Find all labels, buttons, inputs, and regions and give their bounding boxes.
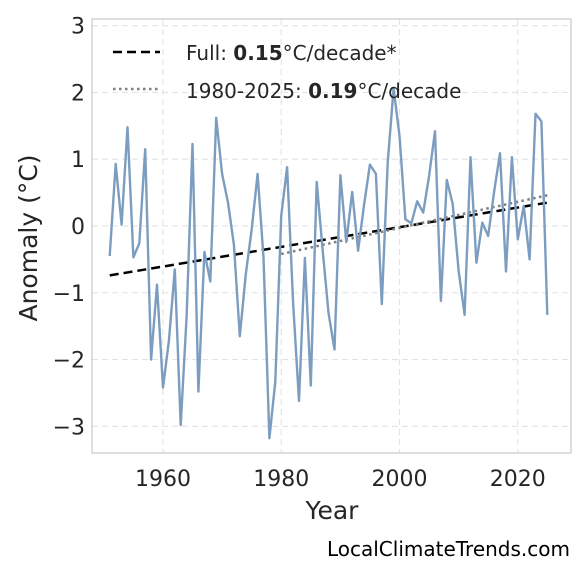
y-tick-label: −3 xyxy=(53,415,85,440)
y-tick-label: −1 xyxy=(53,282,85,307)
plot-frame xyxy=(91,18,572,454)
watermark: LocalClimateTrends.com xyxy=(326,537,570,561)
series xyxy=(108,87,549,440)
x-tick-label: 1980 xyxy=(253,467,309,492)
tick-labels: 1960 1980 2000 2020 −3 −2 −1 0 1 2 3 xyxy=(53,15,546,492)
x-tick-label: 2020 xyxy=(490,467,546,492)
x-axis-label: Year xyxy=(305,496,360,525)
legend: Full: 0.15°C/decade* 1980-2025: 0.19°C/d… xyxy=(113,41,461,103)
anomaly-series-line xyxy=(108,87,549,440)
trendline-full xyxy=(109,201,548,277)
y-tick-label: 1 xyxy=(71,148,85,173)
legend-label-1980: 1980-2025: 0.19°C/decade xyxy=(186,79,461,103)
trendlines xyxy=(109,194,548,277)
y-axis-label: Anomaly (°C) xyxy=(14,154,43,321)
legend-label-full: Full: 0.15°C/decade* xyxy=(186,41,397,65)
x-tick-label: 2000 xyxy=(372,467,428,492)
x-tick-label: 1960 xyxy=(135,467,191,492)
y-tick-label: 0 xyxy=(71,215,85,240)
y-tick-label: 2 xyxy=(71,81,85,106)
y-tick-label: −2 xyxy=(53,349,85,374)
y-tick-label: 3 xyxy=(71,15,85,40)
